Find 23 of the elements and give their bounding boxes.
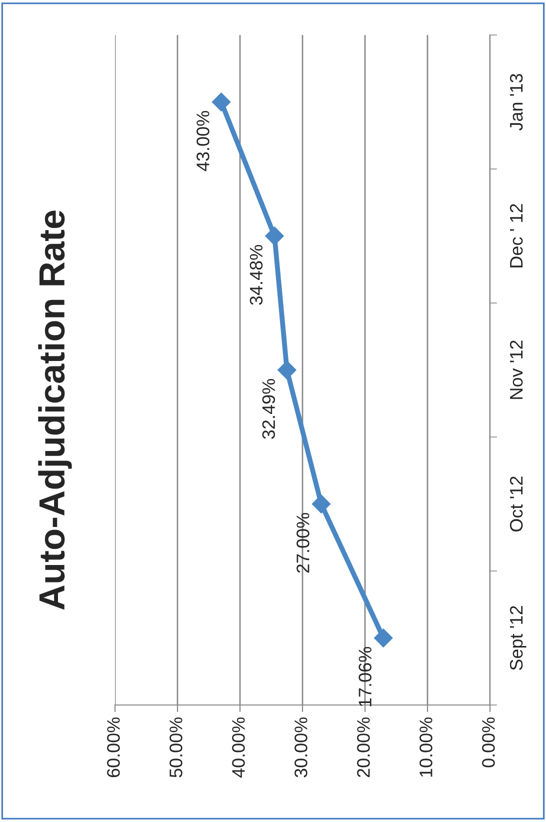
data-label: 27.00% <box>296 512 310 573</box>
y-tick-label: Dec ' 12 <box>510 204 523 268</box>
data-label: 32.49% <box>262 378 276 439</box>
data-label: 17.06% <box>358 646 372 706</box>
point <box>374 628 393 648</box>
x-tick-label: 10.00% <box>420 717 432 777</box>
y-tick-label: Oct '12 <box>510 476 523 532</box>
y-tick-label: Nov '12 <box>510 340 523 399</box>
x-tick-label: 50.00% <box>170 717 182 778</box>
data-label: 34.48% <box>250 244 263 305</box>
x-tick-label: 40.00% <box>232 717 245 778</box>
y-tick-label: Jan '13 <box>510 74 523 131</box>
x-tick-label: 0.00% <box>482 717 495 768</box>
point <box>265 226 284 246</box>
data-label: 43.00% <box>196 110 210 172</box>
x-tick-label: 60.00% <box>107 717 120 778</box>
point <box>212 92 231 112</box>
point <box>312 494 331 514</box>
y-tick-label: Sept '12 <box>510 606 526 670</box>
point <box>278 360 296 380</box>
x-tick-label: 30.00% <box>294 717 308 778</box>
x-tick-label: 20.00% <box>357 717 370 778</box>
text: Auto-Adjudication Rate <box>38 210 72 610</box>
